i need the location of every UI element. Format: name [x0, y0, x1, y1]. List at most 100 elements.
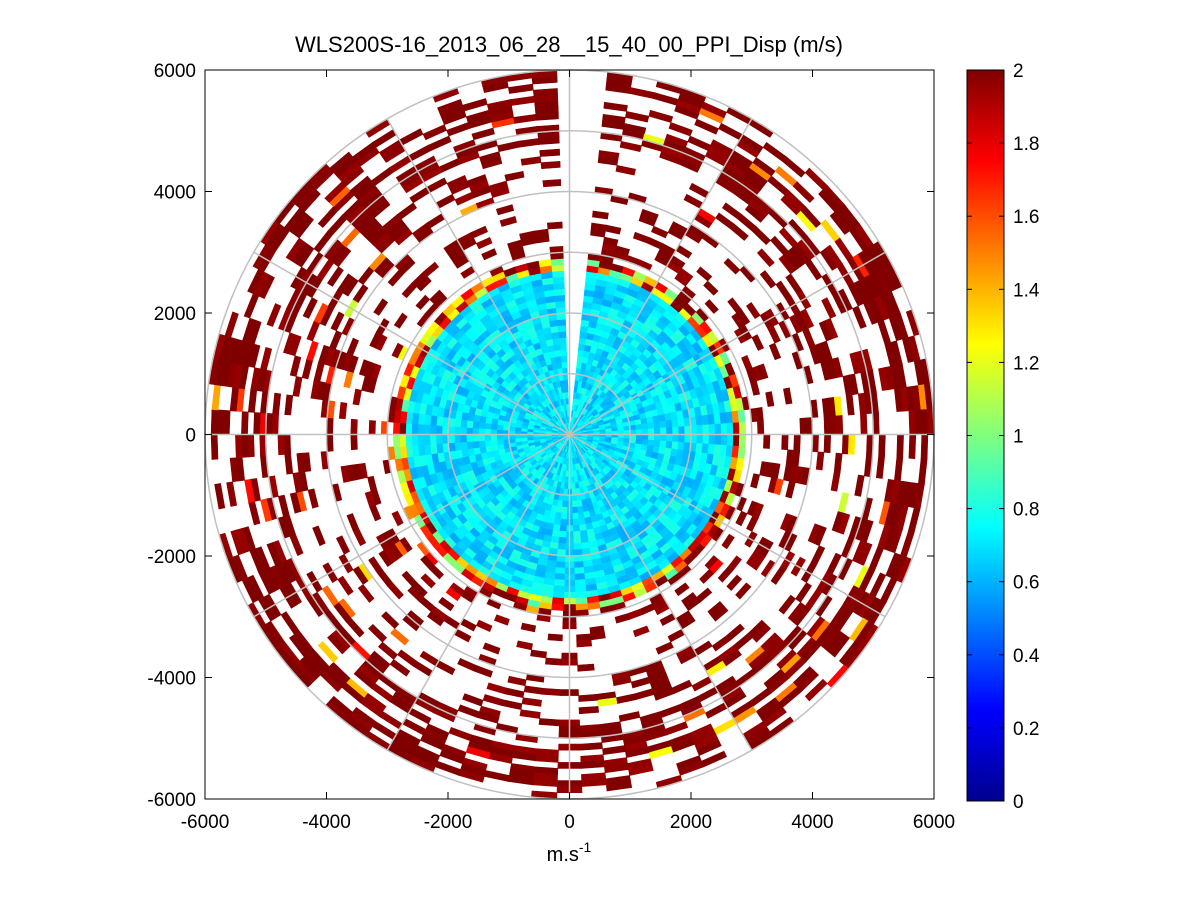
- data-cell: [729, 223, 749, 241]
- data-cell: [678, 434, 686, 443]
- data-cell: [578, 706, 600, 715]
- data-cell: [736, 309, 751, 326]
- data-cell: [640, 208, 659, 221]
- data-cell: [653, 421, 661, 429]
- data-cell: [672, 434, 680, 443]
- data-cell: [852, 305, 867, 329]
- data-cell: [576, 499, 583, 508]
- data-cell: [677, 267, 694, 282]
- data-cell: [216, 409, 225, 435]
- data-cell: [720, 423, 728, 435]
- data-cell: [875, 455, 885, 479]
- data-cell: [757, 363, 769, 380]
- data-cell: [411, 423, 419, 435]
- y-tick-label: -2000: [147, 547, 196, 568]
- data-cell: [547, 633, 563, 642]
- data-cell: [830, 471, 841, 492]
- data-cell: [847, 434, 856, 455]
- data-cell: [572, 542, 582, 551]
- data-cell: [614, 245, 630, 256]
- data-cell: [878, 434, 886, 457]
- data-cell: [605, 224, 622, 235]
- data-cell: [465, 434, 473, 443]
- data-cell: [392, 421, 401, 435]
- data-cell: [557, 324, 567, 333]
- data-cell: [554, 294, 566, 302]
- data-cell: [781, 434, 789, 451]
- data-cell: [539, 148, 561, 157]
- data-cell: [653, 427, 661, 435]
- x-tick-label: 0: [564, 812, 575, 833]
- data-cell: [804, 678, 828, 702]
- colorbar-tick-label: 0.2: [1013, 719, 1039, 740]
- data-cell: [538, 258, 553, 268]
- data-cell: [577, 511, 585, 520]
- data-cell: [423, 423, 431, 435]
- data-cell: [653, 434, 661, 442]
- data-cell: [750, 473, 761, 489]
- data-cell: [532, 778, 558, 787]
- data-cell: [484, 439, 492, 447]
- data-cell: [815, 451, 825, 471]
- data-cell: [572, 524, 581, 532]
- x-tick-label: 4000: [791, 812, 833, 833]
- x-tick-label: -2000: [424, 812, 473, 833]
- data-cell: [671, 418, 679, 428]
- data-cell: [829, 634, 851, 658]
- data-cell: [405, 434, 413, 447]
- colorbar-tick-label: 0.4: [1013, 646, 1040, 667]
- data-cell: [714, 423, 722, 435]
- data-cell: [791, 449, 801, 467]
- y-tick-label: 2000: [154, 304, 196, 325]
- data-cell: [435, 424, 443, 435]
- data-cell: [824, 318, 839, 340]
- data-cell: [574, 573, 586, 581]
- data-cell: [647, 428, 655, 435]
- data-cell: [726, 422, 734, 435]
- x-tick-label: -6000: [181, 812, 230, 833]
- colorbar-tick-label: 0.6: [1013, 573, 1039, 594]
- data-cell: [572, 536, 582, 545]
- x-tick-label: -4000: [302, 812, 351, 833]
- data-cell: [478, 427, 486, 435]
- data-cell: [711, 605, 729, 622]
- data-cell: [708, 434, 716, 446]
- data-cell: [453, 426, 461, 435]
- colorbar-tick-label: 0: [1013, 792, 1024, 813]
- colorbar-tick-label: 0.8: [1013, 500, 1039, 521]
- data-cell: [564, 385, 569, 393]
- data-cell: [793, 434, 801, 451]
- data-cell: [708, 423, 716, 435]
- data-cell: [552, 276, 565, 284]
- data-cell: [552, 591, 565, 599]
- data-cell: [552, 585, 565, 593]
- data-cell: [778, 594, 797, 615]
- data-cell: [350, 418, 358, 435]
- data-cell: [453, 434, 461, 443]
- data-cell: [577, 663, 595, 672]
- data-cell: [829, 415, 838, 435]
- data-cell: [821, 297, 837, 319]
- data-cell: [576, 505, 584, 514]
- data-cell: [471, 427, 479, 435]
- data-cell: [553, 282, 565, 290]
- data-cell: [641, 428, 649, 435]
- colorbar: 2 1.8 1.6 1.4 1.2 1 0.8 0.6 0.4 0.2 0: [966, 61, 1040, 813]
- data-cell: [665, 419, 673, 429]
- data-cell: [696, 266, 713, 282]
- colorbar-tick-label: 1: [1013, 427, 1024, 448]
- data-cell: [648, 109, 674, 123]
- data-cell: [557, 536, 567, 545]
- data-cell: [399, 434, 407, 447]
- data-cell: [823, 415, 832, 435]
- data-cell: [666, 426, 674, 435]
- colorbar-tick-label: 1.8: [1013, 134, 1039, 155]
- data-cell: [763, 434, 771, 449]
- data-cell: [551, 597, 565, 605]
- data-cell: [490, 439, 498, 446]
- data-cell: [560, 349, 568, 357]
- data-cell: [478, 440, 486, 448]
- data-cell: [703, 280, 719, 296]
- data-cell: [484, 428, 492, 435]
- data-cell: [405, 422, 413, 435]
